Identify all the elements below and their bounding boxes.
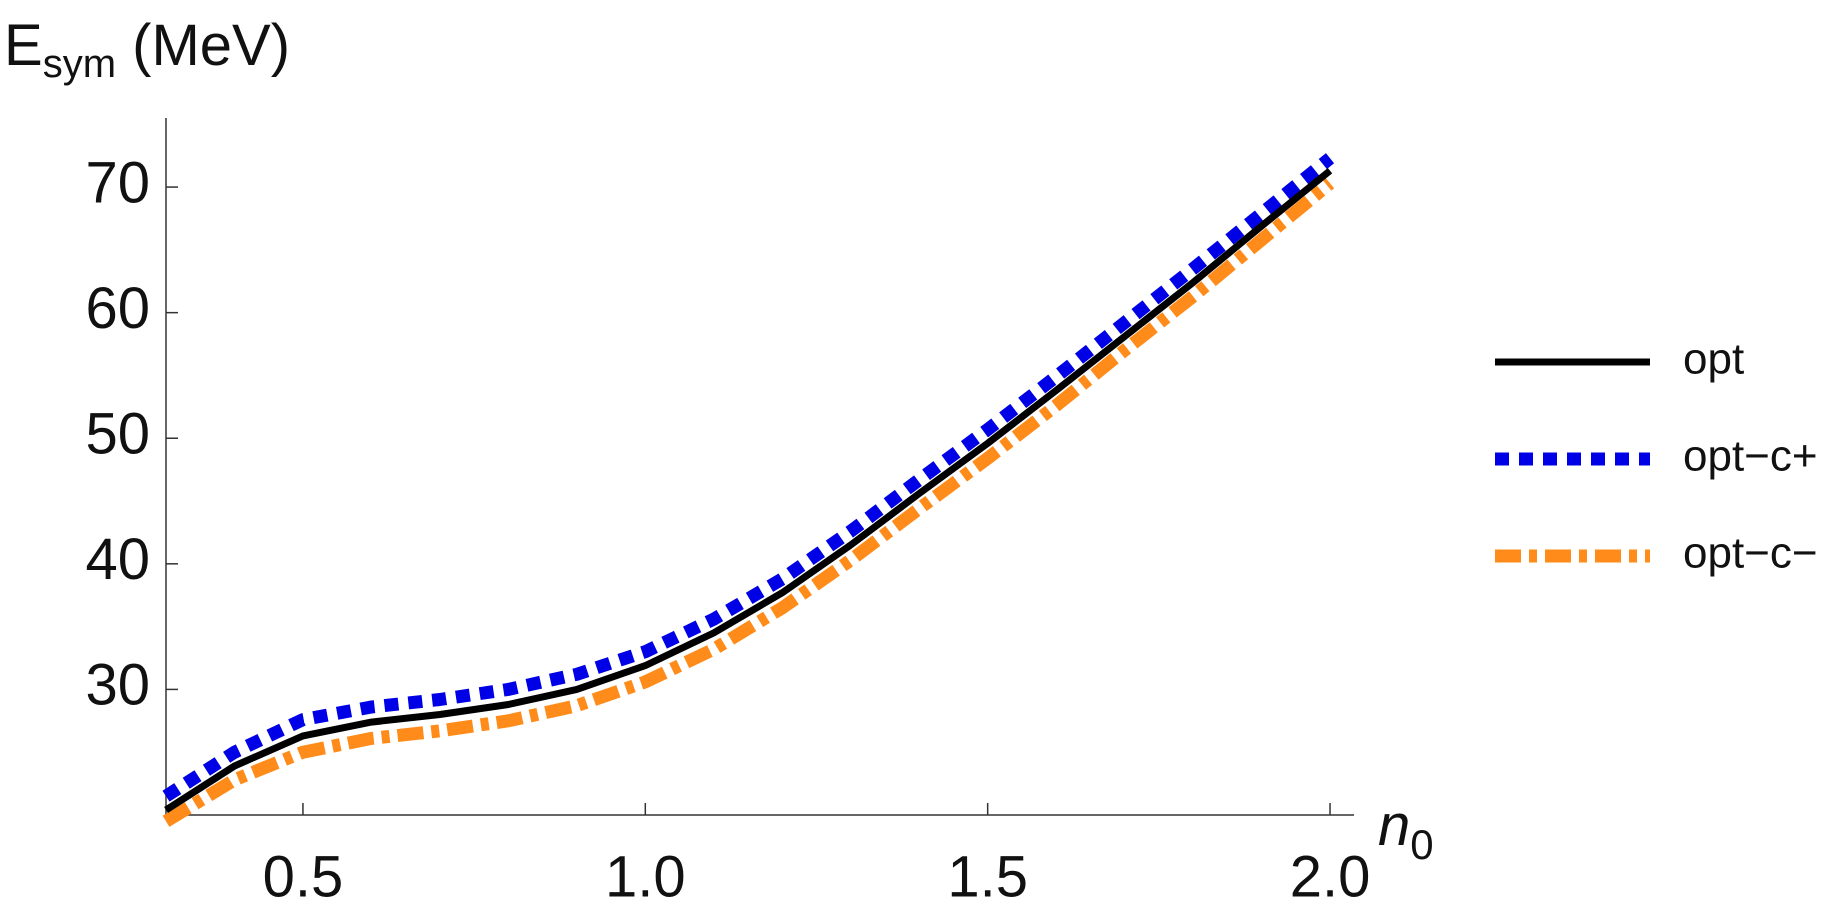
x-label-base: n: [1378, 793, 1410, 858]
y-label-base: E: [4, 13, 43, 78]
x-tick-label: 0.5: [263, 844, 344, 909]
y-label-rest: (MeV): [116, 13, 290, 78]
x-tick-label: 1.5: [947, 844, 1028, 909]
legend-label: opt−c+: [1683, 432, 1818, 481]
y-tick-label: 30: [85, 653, 150, 718]
y-label-subscript: sym: [43, 42, 116, 86]
legend-label: opt: [1683, 335, 1744, 384]
y-tick-label: 50: [85, 402, 150, 467]
x-tick-label: 2.0: [1290, 844, 1371, 909]
y-tick-label: 40: [85, 527, 150, 592]
x-tick-label: 1.0: [605, 844, 686, 909]
series-line: [162, 153, 1335, 802]
x-label-subscript: 0: [1410, 821, 1433, 868]
series-line: [164, 167, 1333, 813]
legend-label: opt−c−: [1683, 529, 1818, 578]
x-axis-label: n0: [1378, 793, 1434, 868]
y-tick-label: 70: [85, 150, 150, 215]
y-axis-label: Esym (MeV): [4, 13, 290, 85]
series-line: [162, 178, 1335, 827]
y-tick-label: 60: [85, 276, 150, 341]
